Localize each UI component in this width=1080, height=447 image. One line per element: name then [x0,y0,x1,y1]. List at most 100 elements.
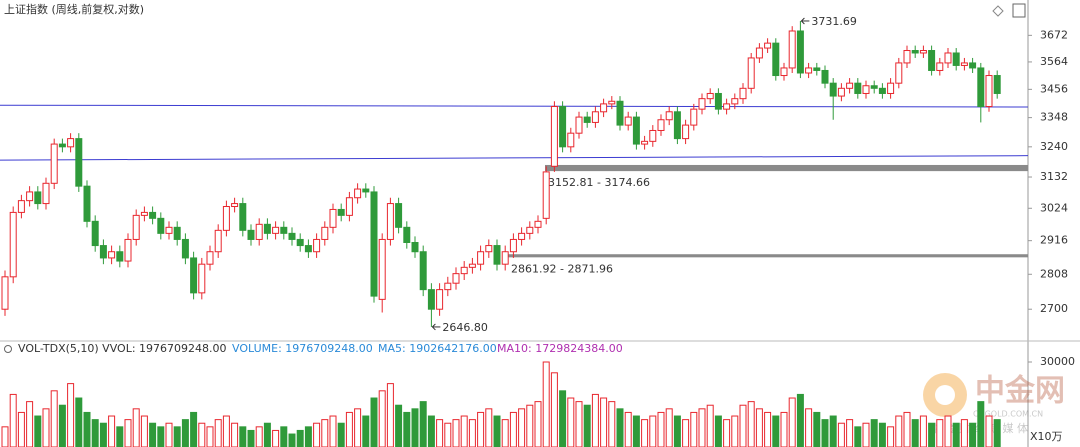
candle-body [583,116,591,123]
candle-body [108,251,116,259]
candle-body [591,111,599,123]
candle-body [263,223,271,234]
icon-settings[interactable] [4,345,12,353]
candle-body [936,62,944,71]
candle-body [723,103,731,110]
volume-bar [559,390,567,447]
volume-bar [682,419,690,447]
volume-bar [591,393,599,447]
candle-body [91,220,99,247]
candle-body [411,241,419,253]
volume-bar [304,426,312,447]
volume-bar [263,422,271,447]
candle-body [17,200,25,213]
volume-unit: X10万 [1030,430,1063,443]
candle-body [190,257,198,294]
volume-bar [739,404,747,447]
volume-bar [108,415,116,447]
candle-body [231,203,239,208]
candle-body [493,245,501,265]
volume-bar [313,422,321,447]
volume-bar [829,415,837,447]
candle-body [600,103,608,113]
gap-label: 2861.92 - 2871.96 [511,262,613,275]
volume-bar [58,404,66,447]
candle-body [485,245,493,253]
candle-body [805,67,813,74]
candle-body [944,52,952,64]
candle-body [788,30,796,69]
candle-body [673,111,681,140]
volume-bar [788,397,796,447]
volume-bar [780,411,788,447]
candle-body [977,67,985,108]
candle-body [747,57,755,89]
candle-body [690,108,698,126]
gap-label: 3152.81 - 3174.66 [548,176,650,189]
candle-body [9,211,17,278]
volume-bar [165,422,173,447]
volume-bar [255,426,263,447]
y-tick-label: 3348 [1040,111,1068,124]
candle-body [657,119,665,131]
volume-bar [903,411,911,447]
volume-bar [99,422,107,447]
candle-body [919,50,927,54]
gap-zone [508,254,1028,258]
volume-bar [337,422,345,447]
volume-bar [157,426,165,447]
candle-body [34,191,42,205]
candle-body [698,98,706,110]
chart-title: 上证指数 (周线,前复权,对数) [4,2,144,16]
candle-body [75,138,83,187]
candle-body [304,245,312,253]
candle-body [534,220,542,228]
candle-body [518,232,526,240]
volume-bar [354,408,362,447]
volume-bar [493,415,501,447]
candle-body [895,62,903,84]
volume-bar [173,426,181,447]
volume-bar [83,411,91,447]
volume-bar [91,419,99,447]
volume-bar [575,401,583,447]
candle-body [378,238,386,300]
volume-bar [403,411,411,447]
candle-body [739,87,747,100]
candle-body [1,276,9,310]
volume-bar [34,415,42,447]
volume-bar [411,408,419,447]
volume-bar [805,408,813,447]
candle-body [862,85,870,94]
candle-body [460,266,468,275]
candle-body [427,289,435,310]
volume-bar [214,419,222,447]
volume-bar [132,408,140,447]
volume-bar [600,397,608,447]
volume-bar [345,411,353,447]
volume-bar [862,422,870,447]
watermark-site: CNGOLD.COM.CN [973,410,1043,419]
volume-bar [567,397,575,447]
candle-body [878,87,886,94]
volume-bar [501,419,509,447]
volume-bar [75,397,83,447]
volume-bar [887,426,895,447]
watermark-logo-inner [935,385,955,405]
icon-diamond[interactable] [992,5,1004,17]
volume-bar [509,411,517,447]
volume-bar [239,426,247,447]
candle-body [706,92,714,100]
icon-window[interactable] [1012,3,1026,18]
candle-body [296,238,304,247]
volume-bar [9,393,17,447]
volume-bar [140,415,148,447]
candle-body [444,282,452,291]
volume-header: VOLUME: 1976709248.00 [232,342,373,355]
volume-bar [608,401,616,447]
candle-body [780,67,788,77]
volume-bar [846,419,854,447]
volume-bar [362,415,370,447]
candle-body [26,191,34,202]
volume-bar [42,408,50,447]
